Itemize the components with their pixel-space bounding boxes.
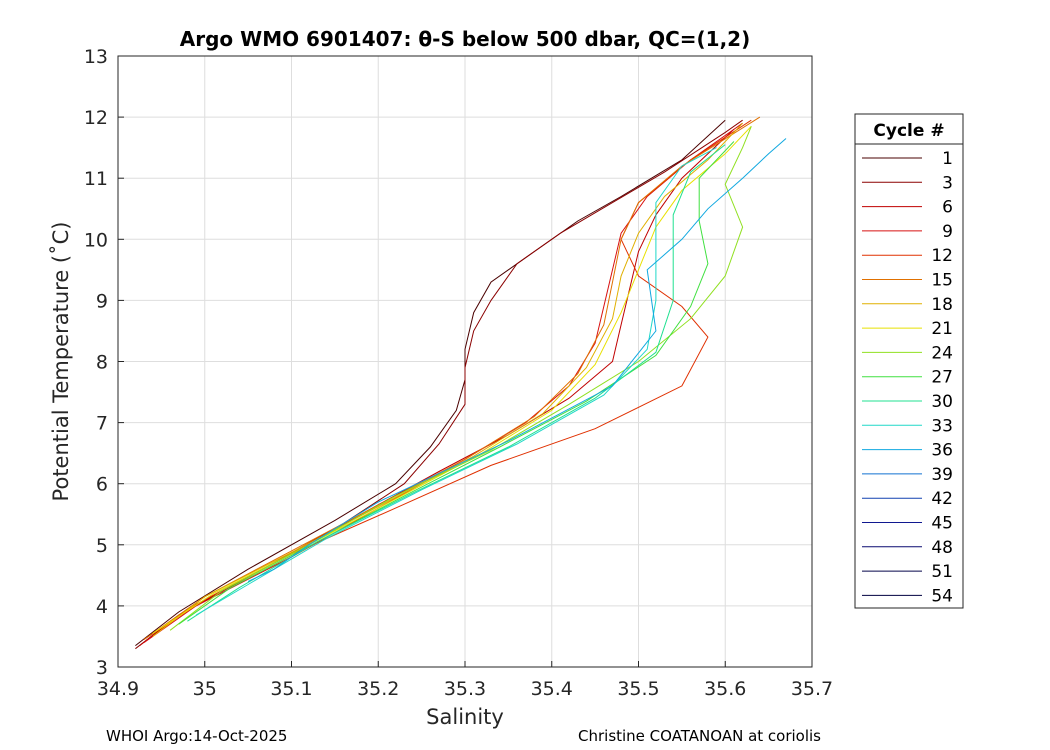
legend-title: Cycle # (873, 121, 944, 141)
legend: Cycle #136912151821242730333639424548515… (854, 113, 964, 609)
series-line-cycle-33 (195, 147, 717, 616)
series-lines (135, 116, 787, 650)
legend-box (854, 113, 964, 609)
y-tick-label: 4 (96, 596, 108, 618)
series-line-cycle-15 (143, 116, 761, 640)
x-tick-label: 35.1 (270, 678, 312, 700)
series-line-cycle-30 (187, 144, 726, 622)
legend-entry: 24 (931, 343, 953, 363)
footer-right: Christine COATANOAN at coriolis (578, 727, 821, 745)
legend-entry: 15 (931, 271, 953, 291)
series-line-cycle-27 (178, 141, 735, 625)
legend-entry: 30 (931, 392, 953, 412)
x-tick-label: 34.9 (97, 678, 139, 700)
y-tick-label: 3 (96, 657, 108, 679)
y-tick-label: 6 (96, 474, 108, 496)
legend-entry: 45 (931, 514, 953, 534)
legend-entry: 39 (931, 465, 953, 485)
x-tick-label: 35.7 (791, 678, 833, 700)
legend-entry: 33 (931, 416, 953, 436)
legend-entry: 1 (942, 149, 953, 169)
legend-entry: 54 (931, 586, 953, 606)
x-tick-label: 35.2 (357, 678, 399, 700)
x-tick-label: 35.4 (531, 678, 573, 700)
legend-entry: 36 (931, 441, 953, 461)
series-line-cycle-3 (135, 119, 743, 650)
x-tick-label: 35 (193, 678, 217, 700)
y-tick-label: 7 (96, 413, 108, 435)
axis-ticks: 34.9 35 35.1 35.2 35.3 35.4 35.5 35.6 35.7 3 4 5 6 7 8… (84, 46, 833, 700)
grid-lines (117, 55, 813, 668)
y-tick-label: 5 (96, 535, 108, 557)
legend-entry: 12 (931, 246, 953, 266)
legend-entry: 42 (931, 489, 953, 509)
series-line-cycle-21 (152, 125, 752, 634)
legend-entry: 3 (942, 173, 953, 193)
series-line-cycle-18 (152, 122, 743, 637)
legend-entry: 9 (942, 222, 953, 242)
legend-entry: 21 (931, 319, 953, 339)
series-line-cycle-24 (169, 126, 752, 631)
x-tick-label: 35.6 (704, 678, 746, 700)
legend-entry: 48 (931, 538, 953, 558)
series-line-cycle-6 (139, 128, 735, 646)
chart-title: Argo WMO 6901407: θ-S below 500 dbar, QC… (180, 27, 750, 51)
y-tick-label: 9 (96, 290, 108, 312)
y-tick-label: 10 (84, 229, 108, 251)
series-line-cycle-12 (143, 119, 752, 640)
y-tick-label: 12 (84, 107, 108, 129)
x-tick-label: 35.3 (444, 678, 486, 700)
legend-entry: 6 (942, 198, 953, 218)
y-tick-label: 13 (84, 46, 108, 68)
legend-entry: 51 (931, 562, 953, 582)
footer-left: WHOI Argo:14-Oct-2025 (106, 727, 287, 745)
series-line-cycle-9 (143, 122, 743, 644)
series-line-cycle-1 (135, 119, 726, 646)
x-tick-label: 35.5 (617, 678, 659, 700)
y-tick-label: 8 (96, 352, 108, 374)
x-axis-label: Salinity (426, 705, 504, 729)
y-axis-label: Potential Temperature (˚C) (49, 222, 73, 502)
y-tick-label: 11 (84, 168, 108, 190)
series-line-cycle-36 (247, 138, 787, 582)
legend-entry: 27 (931, 368, 953, 388)
legend-entry: 18 (931, 295, 953, 315)
